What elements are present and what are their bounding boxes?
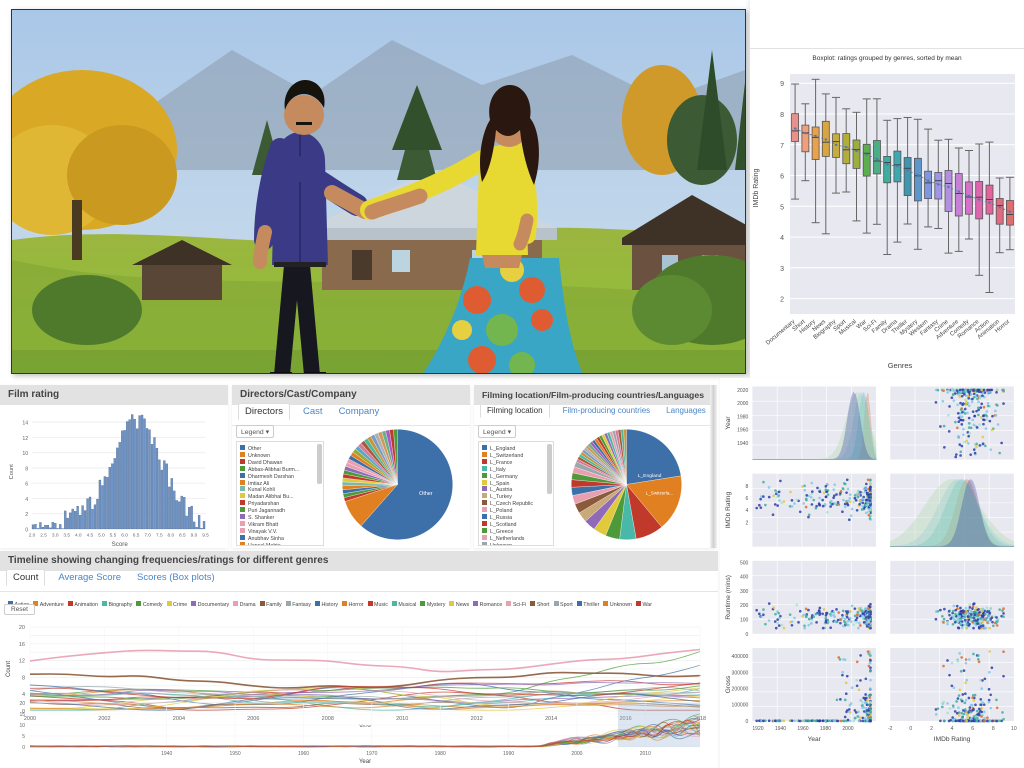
svg-text:3.5: 3.5 [63, 533, 70, 539]
svg-text:8: 8 [780, 112, 784, 119]
svg-text:7: 7 [780, 143, 784, 150]
svg-text:14: 14 [22, 421, 28, 427]
svg-text:Gross: Gross [725, 675, 732, 693]
svg-text:8.0: 8.0 [168, 533, 175, 539]
svg-text:400000: 400000 [732, 654, 749, 660]
svg-text:4: 4 [22, 692, 25, 698]
svg-text:9: 9 [780, 81, 784, 88]
svg-text:-2: -2 [888, 726, 893, 732]
svg-text:300: 300 [740, 589, 749, 595]
svg-text:1960: 1960 [737, 428, 748, 434]
svg-text:1970: 1970 [366, 751, 377, 757]
svg-text:16: 16 [19, 642, 25, 648]
svg-text:10: 10 [19, 723, 25, 729]
svg-text:4: 4 [25, 497, 28, 503]
svg-text:1940: 1940 [161, 751, 172, 757]
svg-text:3.0: 3.0 [52, 533, 59, 539]
svg-text:7.5: 7.5 [156, 533, 163, 539]
svg-text:Genres: Genres [888, 361, 913, 370]
svg-text:2: 2 [746, 520, 749, 526]
svg-text:4: 4 [780, 235, 784, 242]
svg-text:2.5: 2.5 [40, 533, 47, 539]
svg-text:6.5: 6.5 [133, 533, 140, 539]
svg-text:8.5: 8.5 [179, 533, 186, 539]
svg-text:200000: 200000 [732, 687, 749, 693]
svg-text:2000: 2000 [571, 751, 582, 757]
svg-text:L_England: L_England [638, 473, 662, 479]
svg-text:8: 8 [992, 726, 995, 732]
svg-text:IMDb Rating: IMDb Rating [753, 168, 760, 207]
svg-text:Documentary: Documentary [765, 319, 796, 347]
svg-text:0: 0 [909, 726, 912, 732]
svg-text:1990: 1990 [503, 751, 514, 757]
svg-text:2000: 2000 [737, 401, 748, 407]
svg-text:8: 8 [22, 675, 25, 681]
svg-text:1980: 1980 [737, 414, 748, 420]
svg-text:1920: 1920 [752, 726, 763, 732]
svg-text:1940: 1940 [737, 441, 748, 447]
svg-text:6.0: 6.0 [121, 533, 128, 539]
svg-text:15: 15 [19, 712, 25, 718]
svg-text:0: 0 [746, 632, 749, 638]
svg-text:20: 20 [19, 625, 25, 631]
svg-text:10: 10 [22, 451, 28, 457]
svg-text:9.0: 9.0 [191, 533, 198, 539]
svg-text:0: 0 [25, 527, 28, 533]
svg-text:Count: Count [9, 464, 15, 480]
svg-text:2: 2 [780, 297, 784, 304]
svg-text:100000: 100000 [732, 703, 749, 709]
svg-text:Boxplot: ratings grouped by ge: Boxplot: ratings grouped by genres, sort… [812, 55, 962, 62]
svg-text:500: 500 [740, 560, 749, 566]
svg-text:2: 2 [930, 726, 933, 732]
svg-text:L_Switzerla...: L_Switzerla... [646, 490, 674, 495]
svg-text:5.0: 5.0 [98, 533, 105, 539]
svg-text:1980: 1980 [820, 726, 831, 732]
svg-text:1980: 1980 [435, 751, 446, 757]
svg-text:Year: Year [359, 759, 371, 765]
svg-text:2010: 2010 [640, 751, 651, 757]
svg-text:8: 8 [746, 484, 749, 490]
svg-text:20: 20 [19, 701, 25, 707]
svg-text:6: 6 [25, 482, 28, 488]
svg-text:Count: Count [6, 661, 12, 677]
svg-text:400: 400 [740, 575, 749, 581]
svg-text:2: 2 [25, 512, 28, 518]
svg-text:9.5: 9.5 [202, 533, 209, 539]
svg-text:3: 3 [780, 266, 784, 273]
svg-text:0: 0 [22, 745, 25, 751]
svg-text:1940: 1940 [775, 726, 786, 732]
svg-text:1960: 1960 [797, 726, 808, 732]
svg-text:10: 10 [1011, 726, 1017, 732]
svg-text:0: 0 [746, 719, 749, 725]
svg-text:1950: 1950 [230, 751, 241, 757]
svg-text:Year: Year [808, 736, 822, 743]
svg-text:12: 12 [22, 436, 28, 442]
svg-text:5.5: 5.5 [110, 533, 117, 539]
svg-text:6: 6 [780, 174, 784, 181]
svg-text:Score: Score [112, 541, 129, 548]
svg-text:IMDb Rating: IMDb Rating [934, 736, 971, 743]
svg-text:8: 8 [25, 466, 28, 472]
svg-text:4: 4 [951, 726, 954, 732]
svg-text:100: 100 [740, 618, 749, 624]
svg-text:2020: 2020 [737, 388, 748, 394]
svg-text:Year: Year [725, 416, 732, 430]
svg-text:6: 6 [971, 726, 974, 732]
svg-text:2000: 2000 [842, 726, 853, 732]
svg-text:5: 5 [780, 204, 784, 211]
svg-text:6: 6 [746, 496, 749, 502]
svg-text:Runtime (mins): Runtime (mins) [725, 575, 732, 620]
svg-text:5: 5 [22, 734, 25, 740]
svg-text:200: 200 [740, 603, 749, 609]
svg-text:2.0: 2.0 [29, 533, 36, 539]
svg-text:7.0: 7.0 [144, 533, 151, 539]
svg-text:4.5: 4.5 [87, 533, 94, 539]
svg-text:4: 4 [746, 508, 749, 514]
svg-text:4.0: 4.0 [75, 533, 82, 539]
svg-text:300000: 300000 [732, 670, 749, 676]
svg-text:Other: Other [419, 491, 433, 497]
svg-text:12: 12 [19, 659, 25, 665]
svg-text:1960: 1960 [298, 751, 309, 757]
svg-text:IMDb Rating: IMDb Rating [725, 492, 732, 529]
